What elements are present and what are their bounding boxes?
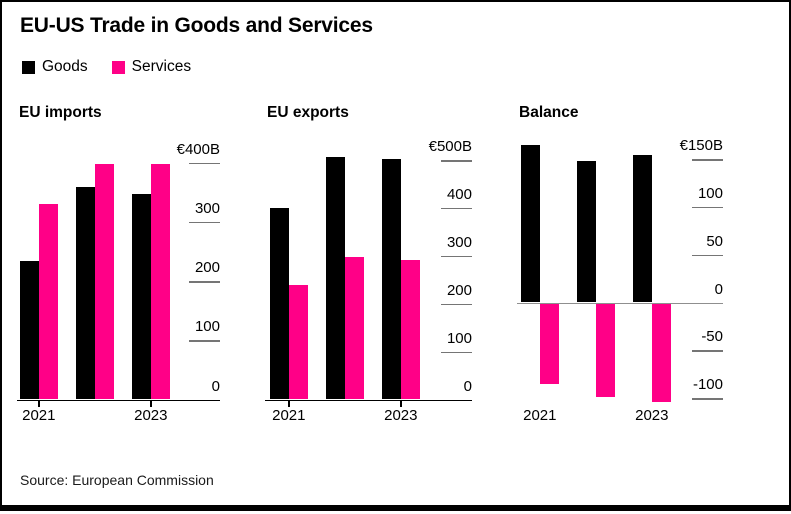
x-tick-2021 (38, 401, 40, 407)
x-tick-label-2021: 2021 (272, 407, 306, 424)
y-tick-label-0: 0 (463, 377, 472, 395)
panel-eu-imports: EU imports €400B 300 200 100 0 2021 2023 (17, 102, 220, 432)
y-gridline-150 (692, 159, 723, 161)
y-tick-label-500: €500B (428, 138, 472, 155)
x-tick-2023 (400, 401, 402, 407)
bar-goods-2021 (269, 208, 289, 400)
x-tick-2023 (150, 401, 152, 407)
panel-eu-exports: EU exports €500B 400 300 200 100 0 2021 2023 (265, 102, 472, 432)
y-gridline-500 (441, 160, 472, 162)
source-note: Source: European Commission (20, 472, 214, 488)
bar-goods-2021 (19, 261, 39, 400)
bar-services-2021 (539, 304, 560, 385)
bar-services-2022 (595, 304, 616, 397)
panel-title-eu-exports: EU exports (267, 104, 349, 121)
x-tick-label-2023: 2023 (384, 407, 418, 424)
y-tick-label-200: 200 (446, 281, 472, 299)
y-gridline-400 (189, 162, 220, 164)
y-gridline-300 (441, 255, 472, 258)
bar-goods-2022 (75, 186, 95, 400)
y-gridline-200 (189, 281, 220, 283)
y-tick-label-300: 300 (446, 233, 472, 251)
x-axis-line (265, 399, 472, 401)
services-swatch-icon (111, 60, 125, 74)
x-tick-label-2023: 2023 (134, 407, 168, 424)
y-tick-label-50: 50 (706, 232, 723, 250)
x-axis-line (517, 302, 723, 304)
bar-goods-2022 (325, 156, 345, 400)
bar-services-2021 (288, 284, 309, 400)
y-gridline-100 (441, 351, 472, 354)
y-tick-label-0: 0 (714, 280, 723, 298)
y-tick-label-100: 100 (194, 318, 220, 336)
legend-label-goods: Goods (42, 58, 88, 75)
legend: Goods Services (22, 58, 191, 76)
panel-title-eu-imports: EU imports (19, 104, 102, 121)
y-tick-label-200: 200 (194, 259, 220, 276)
bar-services-2023 (150, 164, 171, 400)
y-gridline-100 (692, 206, 723, 209)
bar-services-2023 (400, 259, 421, 400)
y-tick-label--100: -100 (692, 376, 723, 394)
y-tick-label-150: €150B (679, 137, 723, 155)
chart-title: EU-US Trade in Goods and Services (20, 14, 373, 37)
x-tick-2021 (288, 401, 290, 407)
x-axis-line (17, 399, 220, 401)
bar-services-2023 (651, 304, 672, 402)
x-tick-2021 (539, 394, 541, 403)
bar-goods-2022 (576, 161, 596, 303)
y-tick-label-400: €400B (176, 140, 220, 158)
panel-title-balance: Balance (519, 104, 579, 121)
y-gridline-300 (189, 221, 220, 224)
x-tick-label-2021: 2021 (523, 407, 557, 424)
y-gridline--100 (692, 398, 723, 400)
bar-goods-2023 (131, 193, 151, 400)
panel-balance: Balance €150B 100 50 0 -50 -100 2021 2023 (517, 102, 723, 432)
y-tick-label-100: 100 (697, 184, 723, 202)
y-gridline--50 (692, 350, 723, 352)
y-tick-label-300: 300 (194, 199, 220, 217)
bar-goods-2023 (381, 159, 401, 400)
y-tick-label-0: 0 (211, 377, 220, 395)
x-tick-label-2021: 2021 (22, 407, 56, 424)
y-tick-label-100: 100 (446, 329, 472, 347)
y-gridline-400 (441, 207, 472, 210)
y-gridline-50 (692, 254, 723, 257)
bar-services-2021 (38, 203, 59, 400)
y-gridline-100 (189, 340, 220, 342)
legend-item-services: Services (111, 58, 192, 76)
bar-services-2022 (94, 164, 115, 400)
bar-goods-2023 (632, 155, 652, 303)
y-tick-label-400: 400 (446, 185, 472, 203)
bar-services-2022 (344, 257, 365, 400)
goods-swatch-icon (22, 60, 35, 74)
legend-label-services: Services (131, 58, 192, 75)
x-tick-label-2023: 2023 (635, 407, 669, 424)
bar-goods-2021 (520, 144, 540, 303)
y-gridline-200 (441, 303, 472, 306)
y-tick-label--50: -50 (701, 328, 723, 346)
legend-item-goods: Goods (22, 58, 88, 76)
